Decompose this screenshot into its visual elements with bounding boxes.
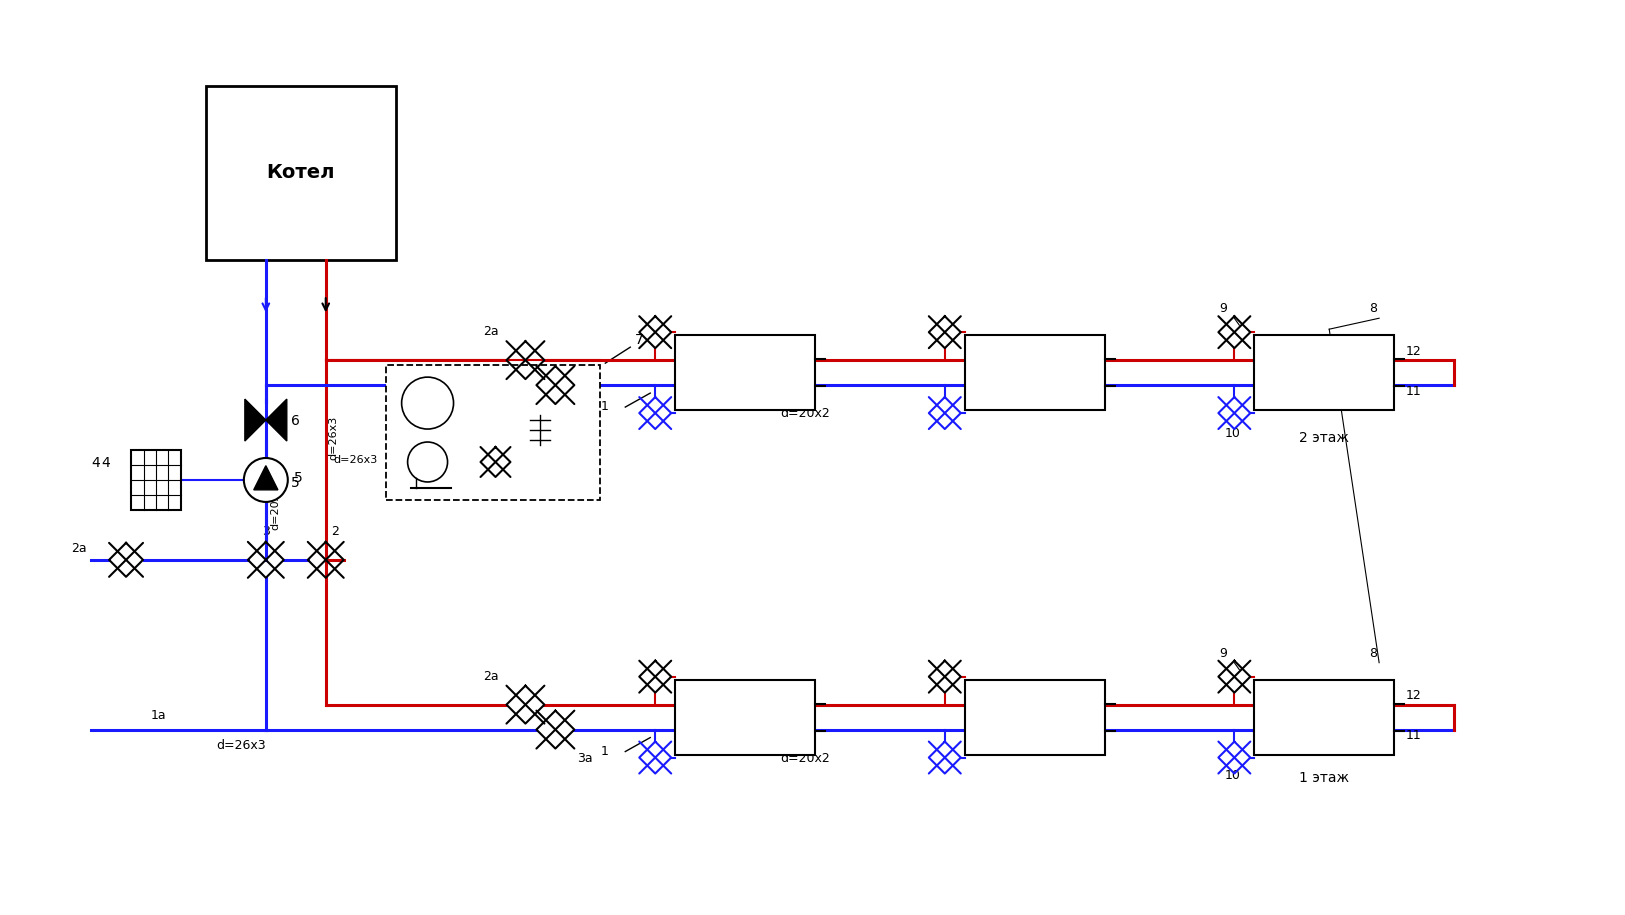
- Polygon shape: [245, 399, 266, 441]
- Text: d=20x2: d=20x2: [780, 751, 830, 765]
- Bar: [965, 335, 1105, 410]
- Text: 3а: 3а: [577, 407, 593, 420]
- Text: 2 этаж: 2 этаж: [1300, 431, 1349, 445]
- Text: 2: 2: [332, 525, 338, 538]
- Text: 4: 4: [101, 456, 111, 470]
- Bar: [206, 86, 395, 260]
- Text: d=20x2: d=20x2: [271, 486, 281, 530]
- Text: 2а: 2а: [484, 670, 499, 683]
- Text: 11: 11: [1406, 384, 1422, 398]
- Text: 3: 3: [262, 525, 270, 538]
- Text: 2а: 2а: [72, 542, 86, 554]
- Bar: [1254, 680, 1394, 755]
- Text: 10: 10: [1224, 769, 1240, 781]
- Text: 1а: 1а: [151, 708, 167, 722]
- Text: d=26x3: d=26x3: [328, 415, 338, 460]
- Text: 1 этаж: 1 этаж: [1300, 770, 1349, 784]
- Text: 8: 8: [1370, 647, 1376, 660]
- Text: 12: 12: [1406, 345, 1422, 358]
- Circle shape: [244, 458, 288, 502]
- Text: d=26x3: d=26x3: [216, 738, 265, 751]
- Bar: [1254, 335, 1394, 410]
- Text: 10: 10: [1224, 427, 1240, 440]
- Polygon shape: [266, 399, 286, 441]
- Bar: [132, 450, 180, 510]
- Bar: [385, 365, 600, 500]
- Text: 1: 1: [600, 745, 608, 758]
- Text: 12: 12: [1406, 689, 1422, 702]
- Circle shape: [401, 377, 453, 429]
- Text: 9: 9: [1219, 647, 1227, 660]
- Text: Котел: Котел: [266, 164, 335, 182]
- Text: d=26x3: d=26x3: [333, 455, 379, 465]
- Polygon shape: [254, 466, 278, 490]
- Text: 11: 11: [1406, 729, 1422, 742]
- Text: PI: PI: [422, 398, 432, 408]
- Bar: [965, 680, 1105, 755]
- Text: 5: 5: [291, 476, 299, 490]
- Text: 1: 1: [600, 400, 608, 413]
- Text: 2а: 2а: [484, 325, 499, 339]
- Text: 5: 5: [294, 471, 302, 485]
- Text: 6: 6: [291, 414, 299, 428]
- Text: 9: 9: [1219, 302, 1227, 315]
- Bar: [676, 680, 816, 755]
- Text: 7: 7: [635, 333, 644, 347]
- Circle shape: [408, 442, 447, 482]
- Text: 3а: 3а: [577, 751, 593, 765]
- Text: d=20x2: d=20x2: [780, 407, 830, 420]
- Bar: [676, 335, 816, 410]
- Text: 8: 8: [1370, 302, 1376, 315]
- Text: 4: 4: [91, 456, 99, 470]
